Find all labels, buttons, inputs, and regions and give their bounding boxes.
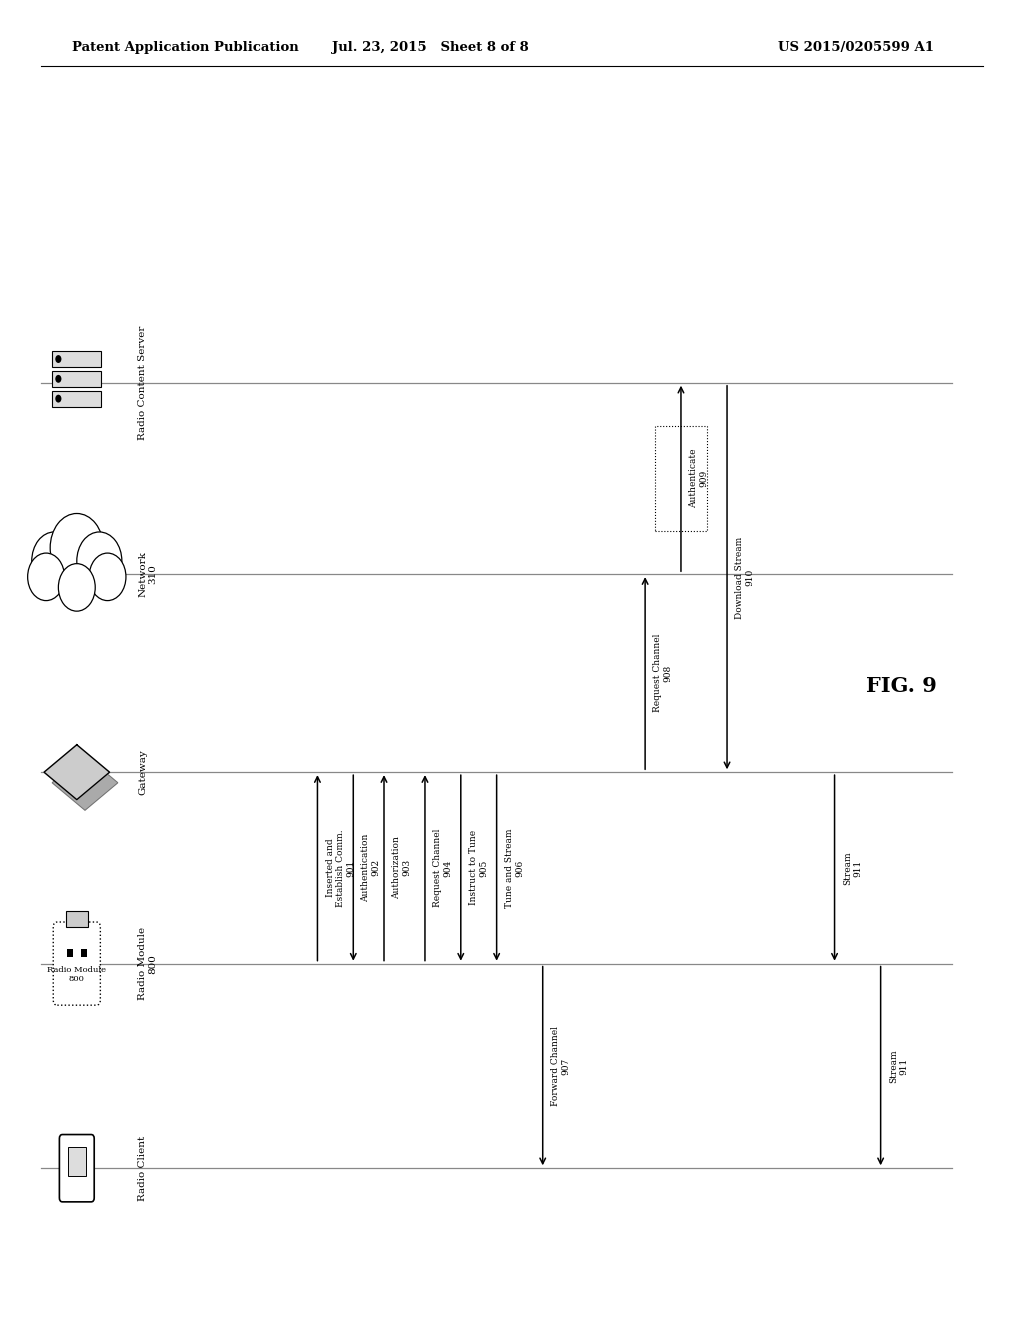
Circle shape (55, 395, 61, 403)
FancyBboxPatch shape (53, 921, 100, 1006)
Text: Tune and Stream
906: Tune and Stream 906 (505, 828, 524, 908)
Text: Radio Module
800: Radio Module 800 (138, 927, 158, 1001)
Circle shape (55, 375, 61, 383)
Circle shape (50, 513, 103, 582)
Text: Patent Application Publication: Patent Application Publication (72, 41, 298, 54)
Text: Request Channel
904: Request Channel 904 (433, 829, 453, 907)
Text: Authentication
902: Authentication 902 (361, 834, 381, 902)
Text: Stream
911: Stream 911 (843, 851, 862, 884)
Text: Radio Content Server: Radio Content Server (138, 326, 147, 440)
Bar (66, 911, 88, 927)
Text: Request Channel
908: Request Channel 908 (653, 634, 673, 713)
Circle shape (89, 553, 126, 601)
Text: Jul. 23, 2015   Sheet 8 of 8: Jul. 23, 2015 Sheet 8 of 8 (332, 41, 528, 54)
Bar (68, 1147, 86, 1176)
Polygon shape (44, 744, 110, 800)
Text: Authenticate
909: Authenticate 909 (689, 449, 709, 508)
Text: Radio Module
800: Radio Module 800 (47, 965, 106, 983)
Text: Radio Client: Radio Client (138, 1135, 147, 1201)
Text: Stream
911: Stream 911 (889, 1049, 908, 1082)
Bar (67, 949, 73, 957)
Text: Inserted and
Establish Comm.
901: Inserted and Establish Comm. 901 (326, 829, 355, 907)
Text: FIG. 9: FIG. 9 (865, 676, 937, 697)
Text: Instruct to Tune
905: Instruct to Tune 905 (469, 830, 488, 906)
Text: Network
310: Network 310 (138, 552, 158, 597)
Circle shape (55, 355, 61, 363)
Text: Forward Channel
907: Forward Channel 907 (551, 1026, 570, 1106)
Circle shape (77, 532, 122, 590)
Text: Gateway: Gateway (138, 750, 147, 795)
Text: Authorization
903: Authorization 903 (392, 837, 412, 899)
FancyBboxPatch shape (59, 1135, 94, 1201)
Bar (81, 949, 87, 957)
Bar (52, 391, 101, 407)
Bar (52, 371, 101, 387)
Polygon shape (52, 755, 118, 810)
Bar (52, 351, 101, 367)
Circle shape (28, 553, 65, 601)
Text: Download Stream
910: Download Stream 910 (735, 536, 755, 619)
Circle shape (32, 532, 77, 590)
Text: US 2015/0205599 A1: US 2015/0205599 A1 (778, 41, 934, 54)
Circle shape (58, 564, 95, 611)
